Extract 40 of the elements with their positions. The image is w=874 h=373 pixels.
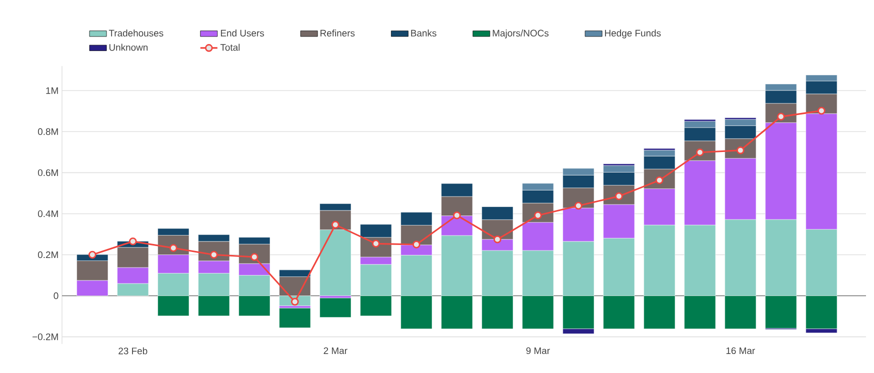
point <box>736 146 744 154</box>
legend-label: Banks <box>411 30 436 36</box>
x-tick-label: 9 Mar <box>526 347 550 354</box>
legend-label: End Users <box>220 30 264 36</box>
point <box>777 112 785 121</box>
point <box>332 220 340 229</box>
x-tick-label: 23 Feb <box>118 347 148 354</box>
legend-label: Total <box>220 44 240 51</box>
x-tick-label: 16 Mar <box>726 347 756 354</box>
legend-label: Majors/NOCs <box>492 30 549 38</box>
legend-label: Hedge Funds <box>605 30 661 38</box>
y-tick-label: 0 <box>54 292 58 300</box>
point <box>494 235 502 244</box>
legend-label: Refiners <box>320 30 355 36</box>
legend-label: Tradehouses <box>108 30 164 36</box>
point <box>170 244 178 252</box>
y-tick-label: 1M <box>46 87 58 94</box>
point <box>696 148 704 156</box>
point <box>372 240 380 248</box>
point <box>615 192 623 200</box>
y-tick-label: 0.4M <box>38 210 58 218</box>
bar <box>279 308 311 328</box>
legend-label: Unknown <box>109 44 148 51</box>
y-tick-label: 0.2M <box>38 251 58 258</box>
point <box>453 211 461 220</box>
y-tick-label: 0.8M <box>38 128 58 135</box>
point <box>656 176 664 184</box>
point <box>818 106 826 115</box>
point <box>534 211 542 220</box>
point <box>210 250 218 259</box>
point <box>88 250 96 259</box>
y-tick-label: 0.6M <box>38 169 58 176</box>
point <box>574 202 582 210</box>
x-tick-label: 2 Mar <box>324 347 348 354</box>
bar <box>320 298 352 318</box>
y-tick-label: −0.2M <box>32 333 58 340</box>
point <box>412 240 420 248</box>
point <box>291 298 299 306</box>
point <box>250 253 258 261</box>
point <box>128 238 137 246</box>
